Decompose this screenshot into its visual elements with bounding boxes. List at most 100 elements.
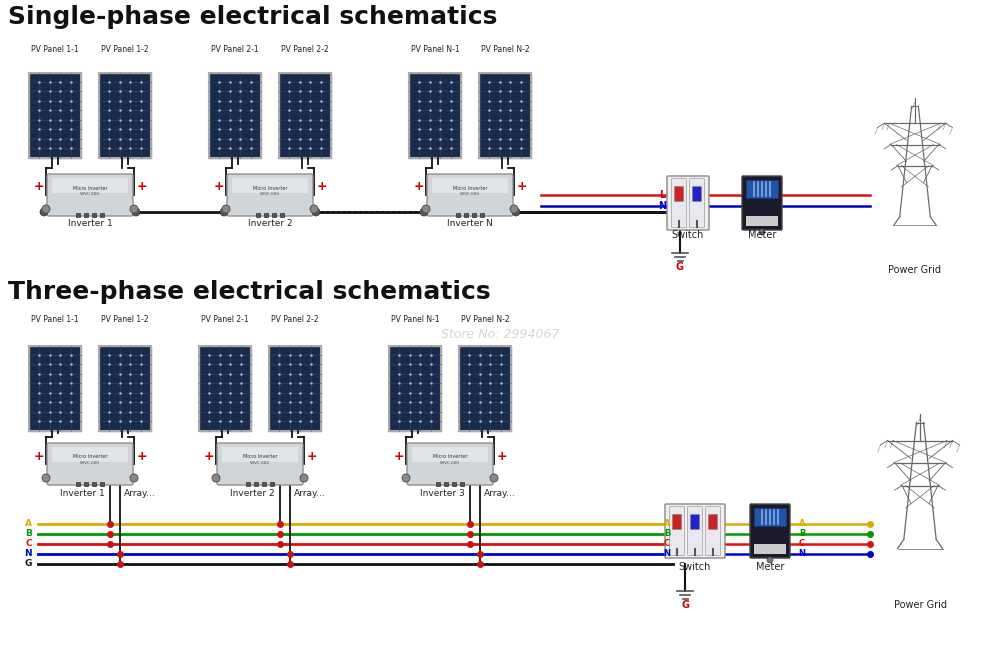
FancyBboxPatch shape — [29, 346, 81, 430]
FancyBboxPatch shape — [665, 504, 725, 558]
Text: Store No: 2994067: Store No: 2994067 — [441, 328, 559, 341]
FancyBboxPatch shape — [706, 506, 720, 555]
Bar — [444, 482, 448, 486]
FancyBboxPatch shape — [672, 515, 682, 530]
Text: +: + — [34, 450, 44, 462]
FancyBboxPatch shape — [199, 346, 251, 430]
Text: +: + — [204, 450, 214, 462]
Text: Inverter 3: Inverter 3 — [420, 490, 464, 499]
Bar — [754, 508, 786, 526]
Bar — [464, 213, 468, 217]
Bar — [92, 482, 96, 486]
Text: A: A — [664, 519, 670, 528]
Text: PV Panel 1-2: PV Panel 1-2 — [101, 315, 149, 324]
Text: WVC 600: WVC 600 — [80, 192, 100, 196]
Text: G: G — [676, 262, 684, 272]
Circle shape — [767, 557, 773, 563]
Text: Switch: Switch — [679, 562, 711, 572]
FancyBboxPatch shape — [688, 506, 702, 555]
Text: A: A — [799, 519, 805, 528]
FancyBboxPatch shape — [407, 443, 493, 485]
Text: Inverter 1: Inverter 1 — [60, 490, 104, 499]
FancyBboxPatch shape — [432, 178, 508, 193]
Text: PV Panel N-2: PV Panel N-2 — [461, 315, 509, 324]
Circle shape — [130, 205, 138, 213]
FancyBboxPatch shape — [690, 515, 700, 530]
Bar — [256, 213, 260, 217]
Text: Meter: Meter — [756, 562, 784, 572]
Bar — [262, 482, 266, 486]
FancyBboxPatch shape — [690, 179, 704, 228]
FancyBboxPatch shape — [708, 515, 718, 530]
Text: A: A — [25, 519, 32, 528]
Text: PV Panel 1-1: PV Panel 1-1 — [31, 46, 79, 54]
FancyBboxPatch shape — [29, 72, 81, 157]
Text: B: B — [25, 530, 32, 539]
FancyBboxPatch shape — [279, 72, 331, 157]
FancyBboxPatch shape — [52, 447, 128, 462]
Bar — [84, 213, 88, 217]
Bar — [480, 213, 484, 217]
FancyBboxPatch shape — [47, 174, 133, 216]
Text: PV Panel 2-1: PV Panel 2-1 — [201, 315, 249, 324]
Text: N: N — [798, 550, 806, 559]
Text: +: + — [34, 181, 44, 194]
Circle shape — [212, 474, 220, 482]
Circle shape — [220, 208, 228, 216]
FancyBboxPatch shape — [232, 178, 308, 193]
Text: N: N — [664, 550, 670, 559]
Text: Array...: Array... — [484, 490, 516, 499]
Bar — [452, 482, 456, 486]
Circle shape — [759, 229, 765, 235]
Bar — [92, 213, 96, 217]
FancyBboxPatch shape — [409, 72, 461, 157]
Bar — [100, 482, 104, 486]
Circle shape — [42, 205, 50, 213]
Bar — [76, 213, 80, 217]
Circle shape — [222, 205, 230, 213]
Bar — [472, 213, 476, 217]
FancyBboxPatch shape — [667, 176, 709, 230]
Bar — [280, 213, 284, 217]
Text: +: + — [317, 181, 327, 194]
Text: +: + — [517, 181, 527, 194]
Circle shape — [40, 208, 48, 216]
Text: PV Panel N-1: PV Panel N-1 — [411, 46, 459, 54]
Text: Inverter 2: Inverter 2 — [230, 490, 274, 499]
Circle shape — [310, 205, 318, 213]
Text: +: + — [214, 181, 224, 194]
Circle shape — [132, 208, 140, 216]
FancyBboxPatch shape — [750, 504, 790, 558]
Text: B: B — [799, 530, 805, 539]
Text: PV Panel 1-1: PV Panel 1-1 — [31, 315, 79, 324]
Text: Micro Inverter: Micro Inverter — [73, 455, 107, 459]
FancyBboxPatch shape — [412, 447, 488, 462]
Bar — [272, 213, 276, 217]
Circle shape — [300, 474, 308, 482]
FancyBboxPatch shape — [672, 179, 686, 228]
Text: Meter: Meter — [748, 230, 776, 240]
Text: PV Panel N-2: PV Panel N-2 — [481, 46, 529, 54]
Circle shape — [42, 474, 50, 482]
FancyBboxPatch shape — [99, 72, 151, 157]
Text: Micro Inverter: Micro Inverter — [433, 455, 467, 459]
Text: Switch: Switch — [672, 230, 704, 240]
Text: Power Grid: Power Grid — [894, 600, 946, 610]
FancyBboxPatch shape — [674, 186, 684, 201]
Circle shape — [422, 205, 430, 213]
Text: Micro Inverter: Micro Inverter — [243, 455, 277, 459]
Text: Inverter 1: Inverter 1 — [68, 219, 112, 228]
Text: Inverter 2: Inverter 2 — [248, 219, 292, 228]
Bar — [254, 482, 258, 486]
Text: WVC 600: WVC 600 — [440, 461, 460, 465]
Text: Power Grid: Power Grid — [889, 265, 942, 275]
Text: WVC 600: WVC 600 — [250, 461, 270, 465]
Circle shape — [512, 208, 520, 216]
Text: WVC 600: WVC 600 — [460, 192, 480, 196]
Text: WVC 600: WVC 600 — [260, 192, 280, 196]
FancyBboxPatch shape — [479, 72, 531, 157]
FancyBboxPatch shape — [99, 346, 151, 430]
Bar — [746, 180, 778, 198]
Text: PV Panel 2-2: PV Panel 2-2 — [271, 315, 319, 324]
FancyBboxPatch shape — [47, 443, 133, 485]
